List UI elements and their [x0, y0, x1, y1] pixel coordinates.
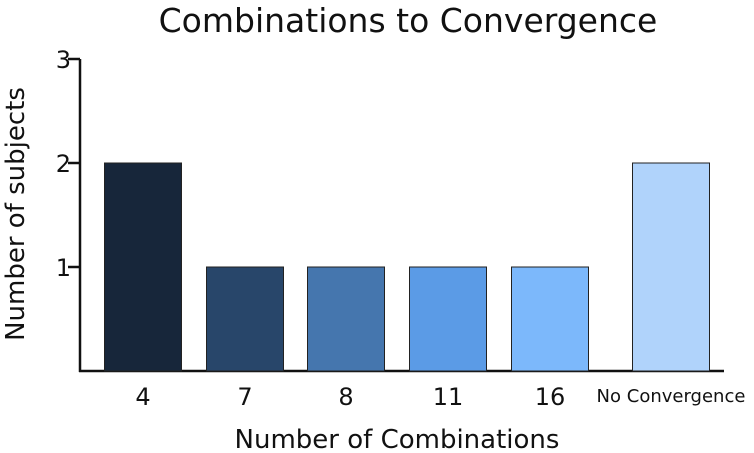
y-tick-label-2: 2 [56, 150, 71, 178]
bars [104, 162, 710, 372]
bar-8 [307, 266, 385, 372]
bar-7 [206, 266, 284, 372]
x-tick-label-8: 8 [338, 383, 353, 411]
x-tick-label-7: 7 [237, 383, 252, 411]
y-ticks: 1 2 3 [56, 46, 80, 282]
bar-no-convergence [632, 162, 710, 372]
bar-16 [511, 266, 589, 372]
y-axis-label: Number of subjects [1, 87, 31, 341]
y-tick-label-3: 3 [56, 46, 71, 74]
y-tick-label-1: 1 [56, 254, 71, 282]
chart-title: Combinations to Convergence [159, 1, 658, 40]
x-axis-label: Number of Combinations [235, 425, 560, 453]
x-tick-label-4: 4 [135, 383, 150, 411]
x-ticks: 4 7 8 11 16 No Convergence [135, 383, 745, 411]
bar-4 [104, 162, 182, 372]
bar-11 [409, 266, 487, 372]
x-tick-label-16: 16 [535, 383, 566, 411]
x-tick-label-no-convergence: No Convergence [597, 386, 746, 407]
x-tick-label-11: 11 [433, 383, 464, 411]
